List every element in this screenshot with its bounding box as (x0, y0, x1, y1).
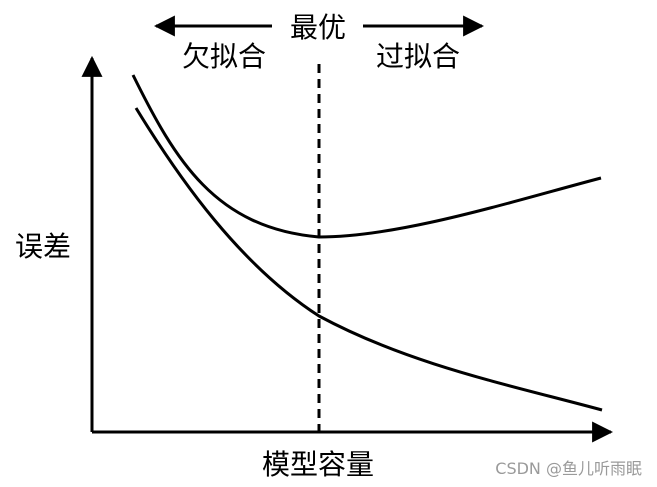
optimal-label: 最优 (290, 11, 346, 44)
generalization-error-curve (131, 74, 602, 239)
watermark-text: CSDN @鱼儿听雨眠 (495, 459, 642, 478)
underfitting-label: 欠拟合 (182, 40, 266, 73)
overfitting-label: 过拟合 (376, 40, 460, 73)
x-axis-label: 模型容量 (262, 448, 374, 481)
y-axis-label: 误差 (15, 230, 71, 263)
training-error-curve (134, 107, 603, 412)
